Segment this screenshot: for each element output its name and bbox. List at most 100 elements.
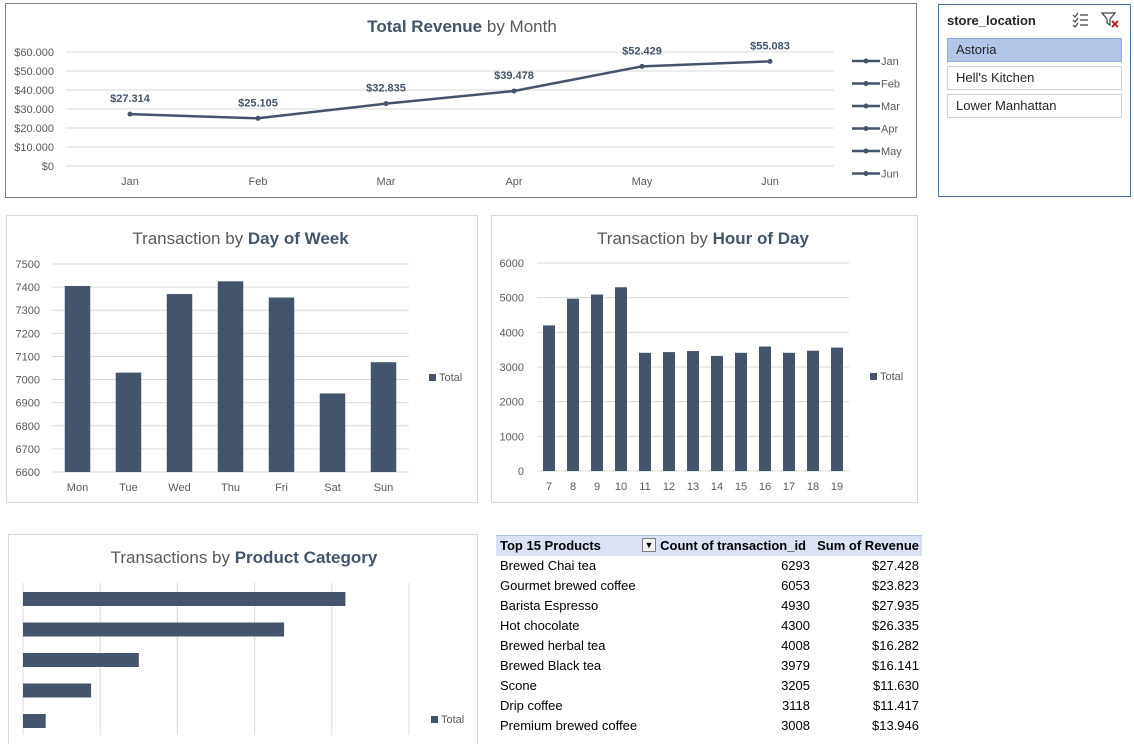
legend-marker: [431, 716, 438, 723]
y-tick-label: 1000: [500, 431, 524, 443]
bar: [807, 350, 819, 471]
bar: [759, 346, 771, 471]
pivot-header-count: Count of transaction_id: [660, 538, 806, 553]
pivot-cell-count: 4008: [781, 638, 810, 653]
y-tick-label: 7500: [16, 259, 40, 271]
product-category-bar-chart: Transactions by Product Category Total: [22, 548, 464, 735]
legend-label: Jun: [881, 169, 899, 181]
slicer-header: store_location: [947, 13, 1036, 28]
bar: [268, 297, 295, 472]
y-tick-label: 6900: [16, 398, 40, 410]
legend-marker: [863, 103, 869, 109]
day-of-week-chart-panel[interactable]: Transaction by Day of Week 6600 6700 6800 69…: [6, 215, 478, 503]
bar: [711, 355, 723, 471]
hour-of-day-bar-chart: Transaction by Hour of Day 0 1000 2000 3000 4…: [500, 229, 904, 493]
pivot-cell-revenue: $16.141: [872, 658, 919, 673]
bar: [370, 362, 397, 472]
pivot-cell-count: 4300: [781, 618, 810, 633]
x-tick-label: 7: [546, 481, 552, 493]
x-tick-label: Sun: [374, 482, 394, 494]
slicer-item-lower-manhattan[interactable]: Lower Manhattan: [947, 94, 1122, 118]
data-point: [383, 101, 389, 107]
pivot-header-revenue: Sum of Revenue: [817, 538, 919, 553]
day-of-week-bar-chart: Transaction by Day of Week 6600 6700 6800 69…: [16, 229, 463, 494]
x-tick-label: Jun: [761, 176, 779, 188]
bar: [735, 352, 747, 471]
pivot-cell-product: Hot chocolate: [500, 618, 580, 633]
bar: [543, 325, 555, 471]
filter-dropdown-icon[interactable]: ▼: [642, 538, 656, 552]
x-tick-label: 8: [570, 481, 576, 493]
x-tick-label: Wed: [168, 482, 190, 494]
chart-title: Transaction by Hour of Day: [597, 229, 809, 248]
legend-label: Feb: [881, 79, 900, 91]
pivot-cell-product: Barista Espresso: [500, 598, 599, 613]
y-tick-label: 6000: [500, 258, 524, 270]
store-location-slicer[interactable]: store_location Astoria Hell's Kitchen Lo…: [938, 4, 1131, 197]
y-tick-label: 0: [518, 466, 524, 478]
bar: [319, 393, 346, 472]
table-row: Hot chocolate 4300 $26.335: [496, 616, 922, 636]
y-tick-label: $50.000: [14, 66, 54, 78]
revenue-chart-panel[interactable]: Total Revenue by Month $0 $10.000 $20.000 $3…: [5, 3, 917, 198]
x-tick-label: Mon: [67, 482, 88, 494]
pivot-cell-count: 6053: [781, 578, 810, 593]
pivot-cell-revenue: $27.428: [872, 558, 919, 573]
legend-label: Total: [441, 714, 464, 726]
revenue-line-chart: Total Revenue by Month $0 $10.000 $20.000 $3…: [14, 17, 902, 188]
x-tick-label: 18: [807, 481, 819, 493]
y-tick-label: 2000: [500, 397, 524, 409]
x-tick-label: 14: [711, 481, 723, 493]
data-point: [511, 88, 517, 94]
pivot-cell-count: 6293: [781, 558, 810, 573]
pivot-cell-count: 3205: [781, 678, 810, 693]
bar: [23, 683, 92, 698]
legend-marker: [863, 148, 869, 154]
bar: [615, 287, 627, 471]
multi-select-icon[interactable]: [1071, 11, 1089, 29]
y-tick-label: $0: [42, 161, 54, 173]
pivot-cell-product: Brewed Chai tea: [500, 558, 597, 573]
pivot-cell-product: Scone: [500, 678, 537, 693]
table-row: Brewed Black tea 3979 $16.141: [496, 656, 922, 676]
table-row: Barista Espresso 4930 $27.935: [496, 596, 922, 616]
y-tick-label: 3000: [500, 362, 524, 374]
slicer-item-hells-kitchen[interactable]: Hell's Kitchen: [947, 66, 1122, 90]
pivot-cell-revenue: $26.335: [872, 618, 919, 633]
bar: [23, 653, 139, 667]
bar: [64, 285, 91, 472]
data-label: $27.314: [110, 93, 151, 105]
x-tick-label: 12: [663, 481, 675, 493]
y-tick-label: 7300: [16, 305, 40, 317]
y-tick-label: $10.000: [14, 142, 54, 154]
y-tick-label: 6600: [16, 467, 40, 479]
pivot-cell-count: 3008: [781, 718, 810, 733]
x-tick-label: Apr: [505, 176, 522, 188]
clear-filter-icon[interactable]: [1101, 11, 1119, 29]
data-label: $55.083: [750, 40, 790, 52]
slicer-item-astoria[interactable]: Astoria: [947, 38, 1122, 62]
data-label: $52.429: [622, 45, 662, 57]
legend-marker: [863, 58, 869, 64]
product-category-chart-panel[interactable]: Transactions by Product Category Total: [8, 534, 478, 744]
pivot-cell-product: Gourmet brewed coffee: [500, 578, 636, 593]
y-tick-label: $40.000: [14, 85, 54, 97]
x-tick-label: Fri: [275, 482, 288, 494]
legend-label: Total: [439, 372, 462, 384]
x-tick-label: 9: [594, 481, 600, 493]
y-tick-label: 7100: [16, 351, 40, 363]
x-tick-label: May: [632, 176, 653, 188]
x-tick-label: 17: [783, 481, 795, 493]
x-tick-label: 11: [639, 481, 650, 493]
hour-of-day-chart-panel[interactable]: Transaction by Hour of Day 0 1000 2000 3000 4…: [491, 215, 918, 503]
x-tick-label: Feb: [249, 176, 268, 188]
y-tick-label: 6800: [16, 421, 40, 433]
legend-marker: [863, 171, 869, 176]
legend-marker: [870, 373, 877, 380]
pivot-header-products[interactable]: Top 15 Products: [500, 538, 601, 553]
chart-title: Transaction by Day of Week: [132, 229, 349, 248]
pivot-cell-revenue: $11.417: [872, 698, 919, 713]
data-point: [767, 58, 773, 64]
y-tick-label: $60.000: [14, 47, 54, 59]
x-tick-label: Thu: [221, 482, 240, 494]
